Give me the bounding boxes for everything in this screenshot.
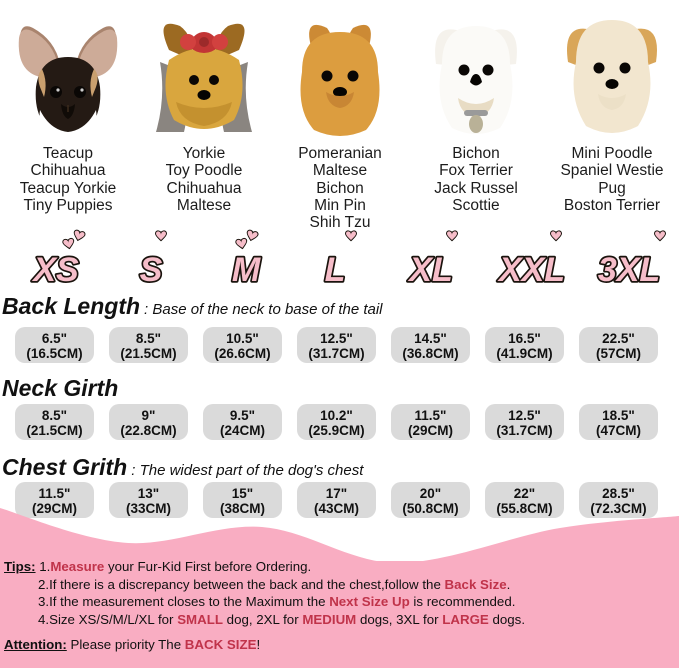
svg-text:L: L [325, 251, 346, 289]
svg-text:S: S [140, 251, 163, 289]
svg-text:XL: XL [407, 251, 452, 289]
svg-text:3XL: 3XL [598, 251, 660, 289]
svg-text:XXL: XXL [497, 251, 565, 289]
svg-text:M: M [232, 251, 261, 289]
svg-text:XS: XS [31, 251, 79, 289]
